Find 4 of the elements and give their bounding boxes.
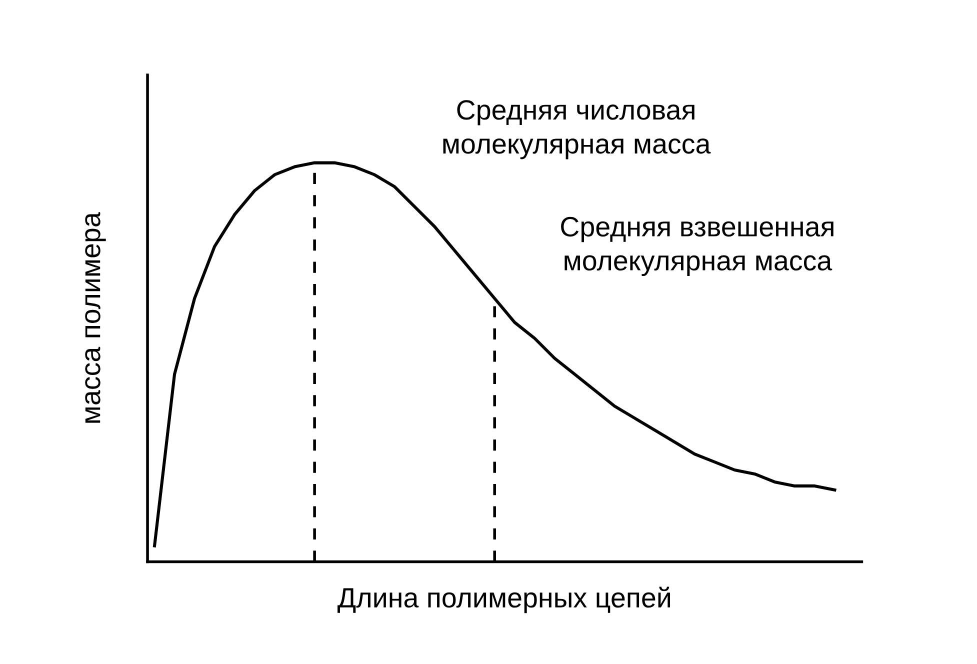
text: Средняя числовая молекулярная масса [443, 100, 711, 160]
annotation: Средняя взвешенная молекулярная масса [561, 216, 834, 276]
x-axis-title: Длина полимерных цепей [338, 586, 670, 614]
y-axis-title: масса полимера [85, 212, 106, 423]
